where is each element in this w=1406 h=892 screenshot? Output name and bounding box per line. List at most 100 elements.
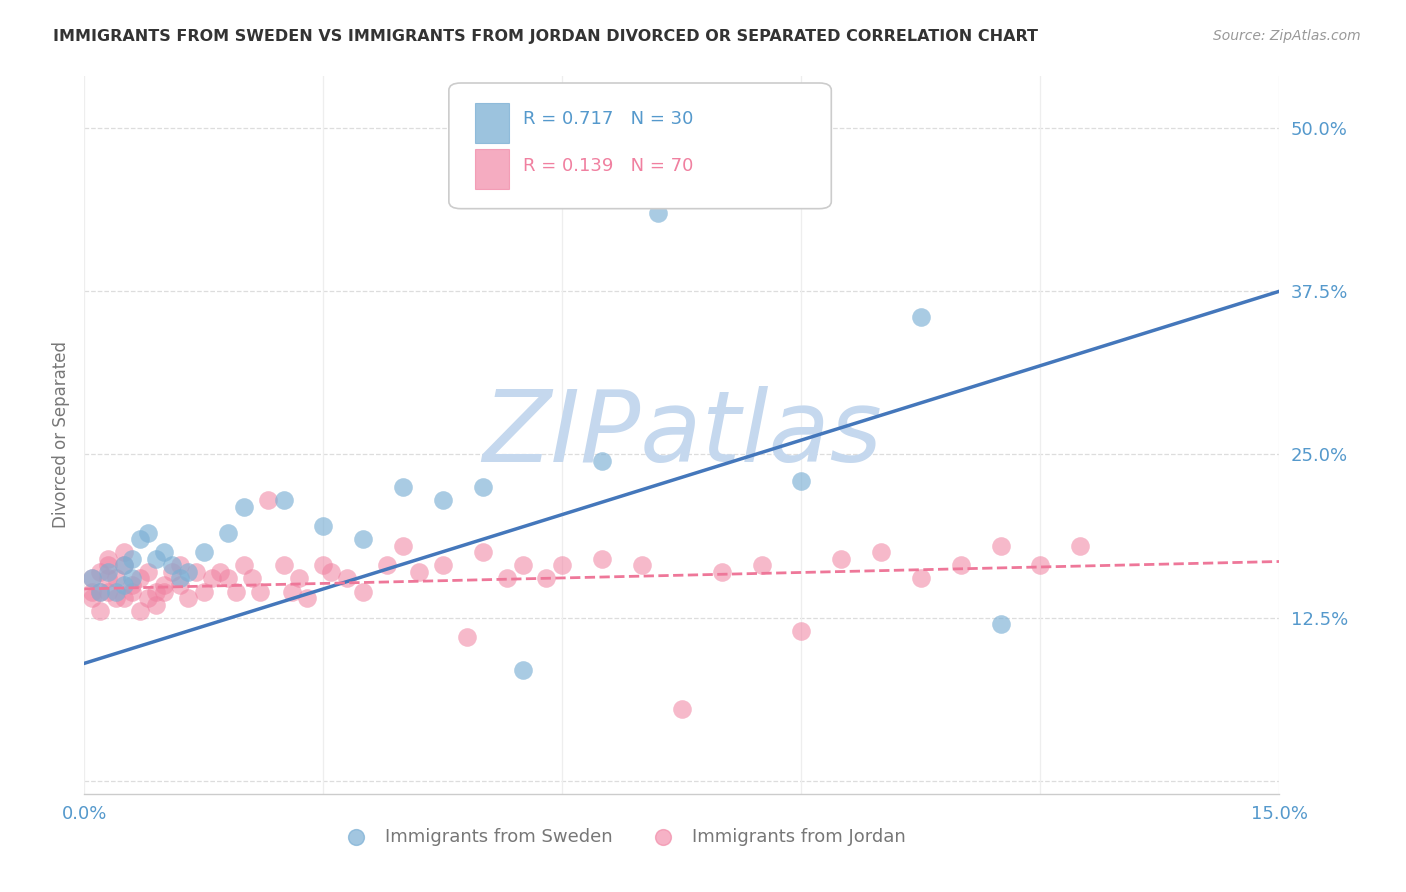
Point	[129, 604, 152, 618]
Point	[949, 558, 972, 573]
Text: R = 0.717   N = 30: R = 0.717 N = 30	[523, 110, 693, 128]
Point	[136, 591, 159, 605]
Point	[751, 558, 773, 573]
Point	[312, 558, 335, 573]
Point	[551, 558, 574, 573]
Point	[160, 558, 183, 573]
Point	[184, 565, 207, 579]
Point	[273, 558, 295, 573]
Point	[456, 630, 478, 644]
Point	[169, 558, 191, 573]
Point	[512, 558, 534, 573]
Point	[870, 545, 893, 559]
Point	[352, 533, 374, 547]
Y-axis label: Divorced or Separated: Divorced or Separated	[52, 342, 70, 528]
Point	[145, 598, 167, 612]
Point	[408, 565, 430, 579]
Point	[112, 558, 135, 573]
FancyBboxPatch shape	[449, 83, 831, 209]
Point	[321, 565, 343, 579]
Point	[153, 578, 176, 592]
Text: ZIPatlas: ZIPatlas	[482, 386, 882, 483]
Point	[910, 571, 932, 585]
Point	[495, 571, 517, 585]
Point	[830, 552, 852, 566]
Point	[536, 571, 558, 585]
Point	[990, 617, 1012, 632]
Point	[105, 584, 128, 599]
Point	[201, 571, 224, 585]
Point	[392, 539, 415, 553]
Point	[82, 571, 104, 585]
Point	[375, 558, 398, 573]
Point	[112, 578, 135, 592]
Point	[129, 571, 152, 585]
Point	[82, 584, 104, 599]
Point	[177, 565, 200, 579]
Point	[280, 584, 302, 599]
Point	[105, 591, 128, 605]
Point	[217, 525, 239, 540]
Point	[153, 545, 176, 559]
Point	[790, 624, 813, 638]
FancyBboxPatch shape	[475, 149, 509, 188]
Point	[136, 565, 159, 579]
Point	[990, 539, 1012, 553]
Point	[288, 571, 311, 585]
Point	[312, 519, 335, 533]
Point	[105, 571, 128, 585]
Point	[352, 584, 374, 599]
Point	[121, 552, 143, 566]
Point	[256, 493, 278, 508]
Point	[232, 558, 254, 573]
Point	[89, 584, 111, 599]
Point	[336, 571, 359, 585]
Point	[297, 591, 319, 605]
Point	[208, 565, 231, 579]
Point	[432, 558, 454, 573]
Point	[145, 552, 167, 566]
Point	[169, 578, 191, 592]
Point	[217, 571, 239, 585]
Point	[710, 565, 733, 579]
FancyBboxPatch shape	[475, 103, 509, 143]
Point	[97, 584, 120, 599]
Point	[790, 474, 813, 488]
Point	[512, 663, 534, 677]
Point	[631, 558, 654, 573]
Point	[97, 552, 120, 566]
Point	[193, 545, 215, 559]
Point	[97, 571, 120, 585]
Point	[97, 565, 120, 579]
Point	[249, 584, 271, 599]
Point	[89, 565, 111, 579]
Point	[177, 591, 200, 605]
Point	[112, 591, 135, 605]
Text: IMMIGRANTS FROM SWEDEN VS IMMIGRANTS FROM JORDAN DIVORCED OR SEPARATED CORRELATI: IMMIGRANTS FROM SWEDEN VS IMMIGRANTS FRO…	[53, 29, 1039, 44]
Point	[1069, 539, 1091, 553]
Point	[432, 493, 454, 508]
Point	[145, 584, 167, 599]
Point	[647, 206, 669, 220]
Point	[97, 558, 120, 573]
Point	[591, 552, 613, 566]
Point	[160, 565, 183, 579]
Point	[82, 591, 104, 605]
Point	[671, 702, 693, 716]
Point	[89, 584, 111, 599]
Point	[112, 558, 135, 573]
Point	[169, 571, 191, 585]
Point	[240, 571, 263, 585]
Point	[121, 578, 143, 592]
Point	[112, 545, 135, 559]
Text: Source: ZipAtlas.com: Source: ZipAtlas.com	[1213, 29, 1361, 43]
Point	[591, 454, 613, 468]
Point	[471, 480, 494, 494]
Point	[910, 310, 932, 325]
Point	[392, 480, 415, 494]
Point	[129, 533, 152, 547]
Point	[471, 545, 494, 559]
Point	[232, 500, 254, 514]
Point	[121, 571, 143, 585]
Point	[273, 493, 295, 508]
